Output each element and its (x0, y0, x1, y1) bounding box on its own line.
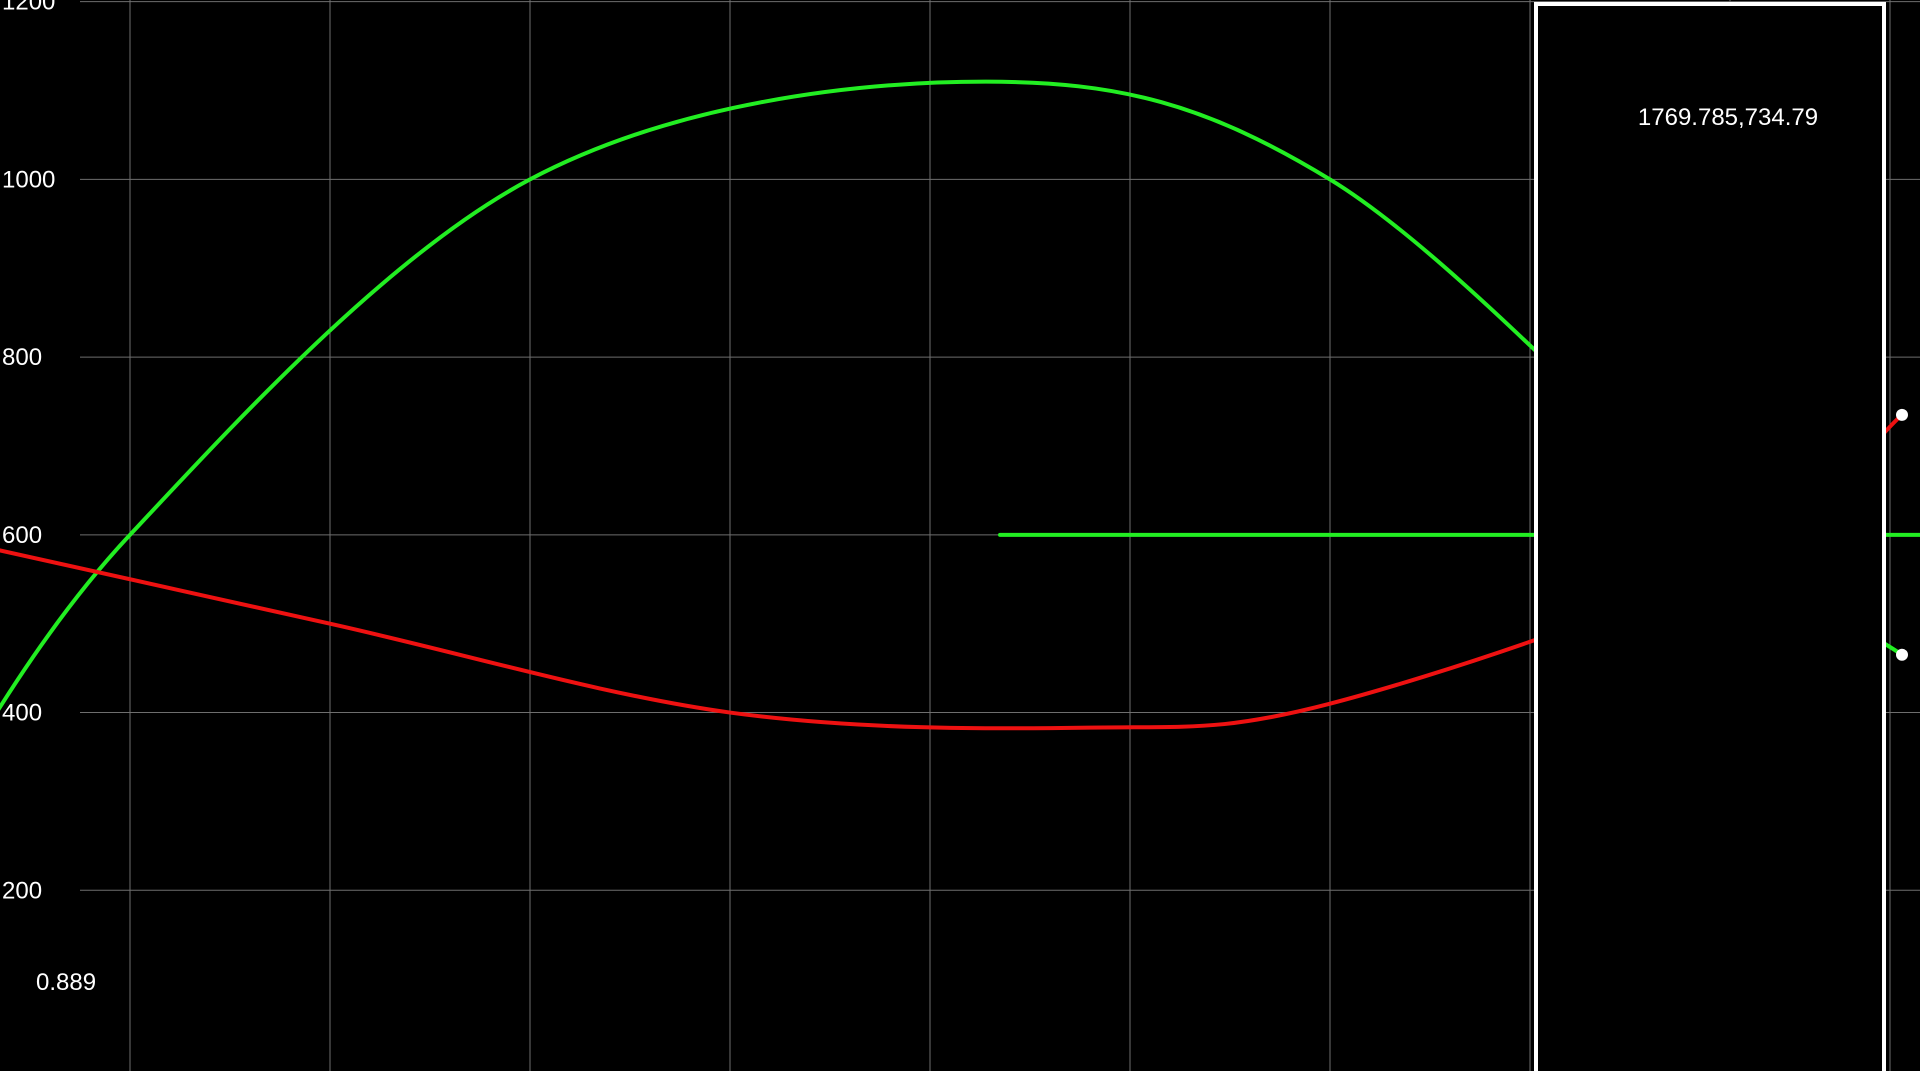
y-tick-labels: 200 400 600 800 1000 1200 (2, 0, 55, 904)
corner-value-readout: 0.889 (36, 969, 96, 996)
endpoint-markers (1896, 408, 1908, 661)
coordinate-readout-panel (1534, 2, 1886, 1071)
y-tick-label: 600 (2, 522, 42, 549)
y-tick-label: 200 (2, 877, 42, 904)
y-tick-label: 800 (2, 344, 42, 371)
y-tick-label: 400 (2, 700, 42, 727)
endpoint-marker[interactable] (1896, 648, 1908, 661)
y-tick-label: 1000 (2, 166, 55, 193)
cursor-coordinates-readout: 1769.785,734.79 (1638, 104, 1818, 131)
y-tick-label: 1200 (2, 0, 55, 16)
endpoint-marker[interactable] (1896, 408, 1908, 421)
